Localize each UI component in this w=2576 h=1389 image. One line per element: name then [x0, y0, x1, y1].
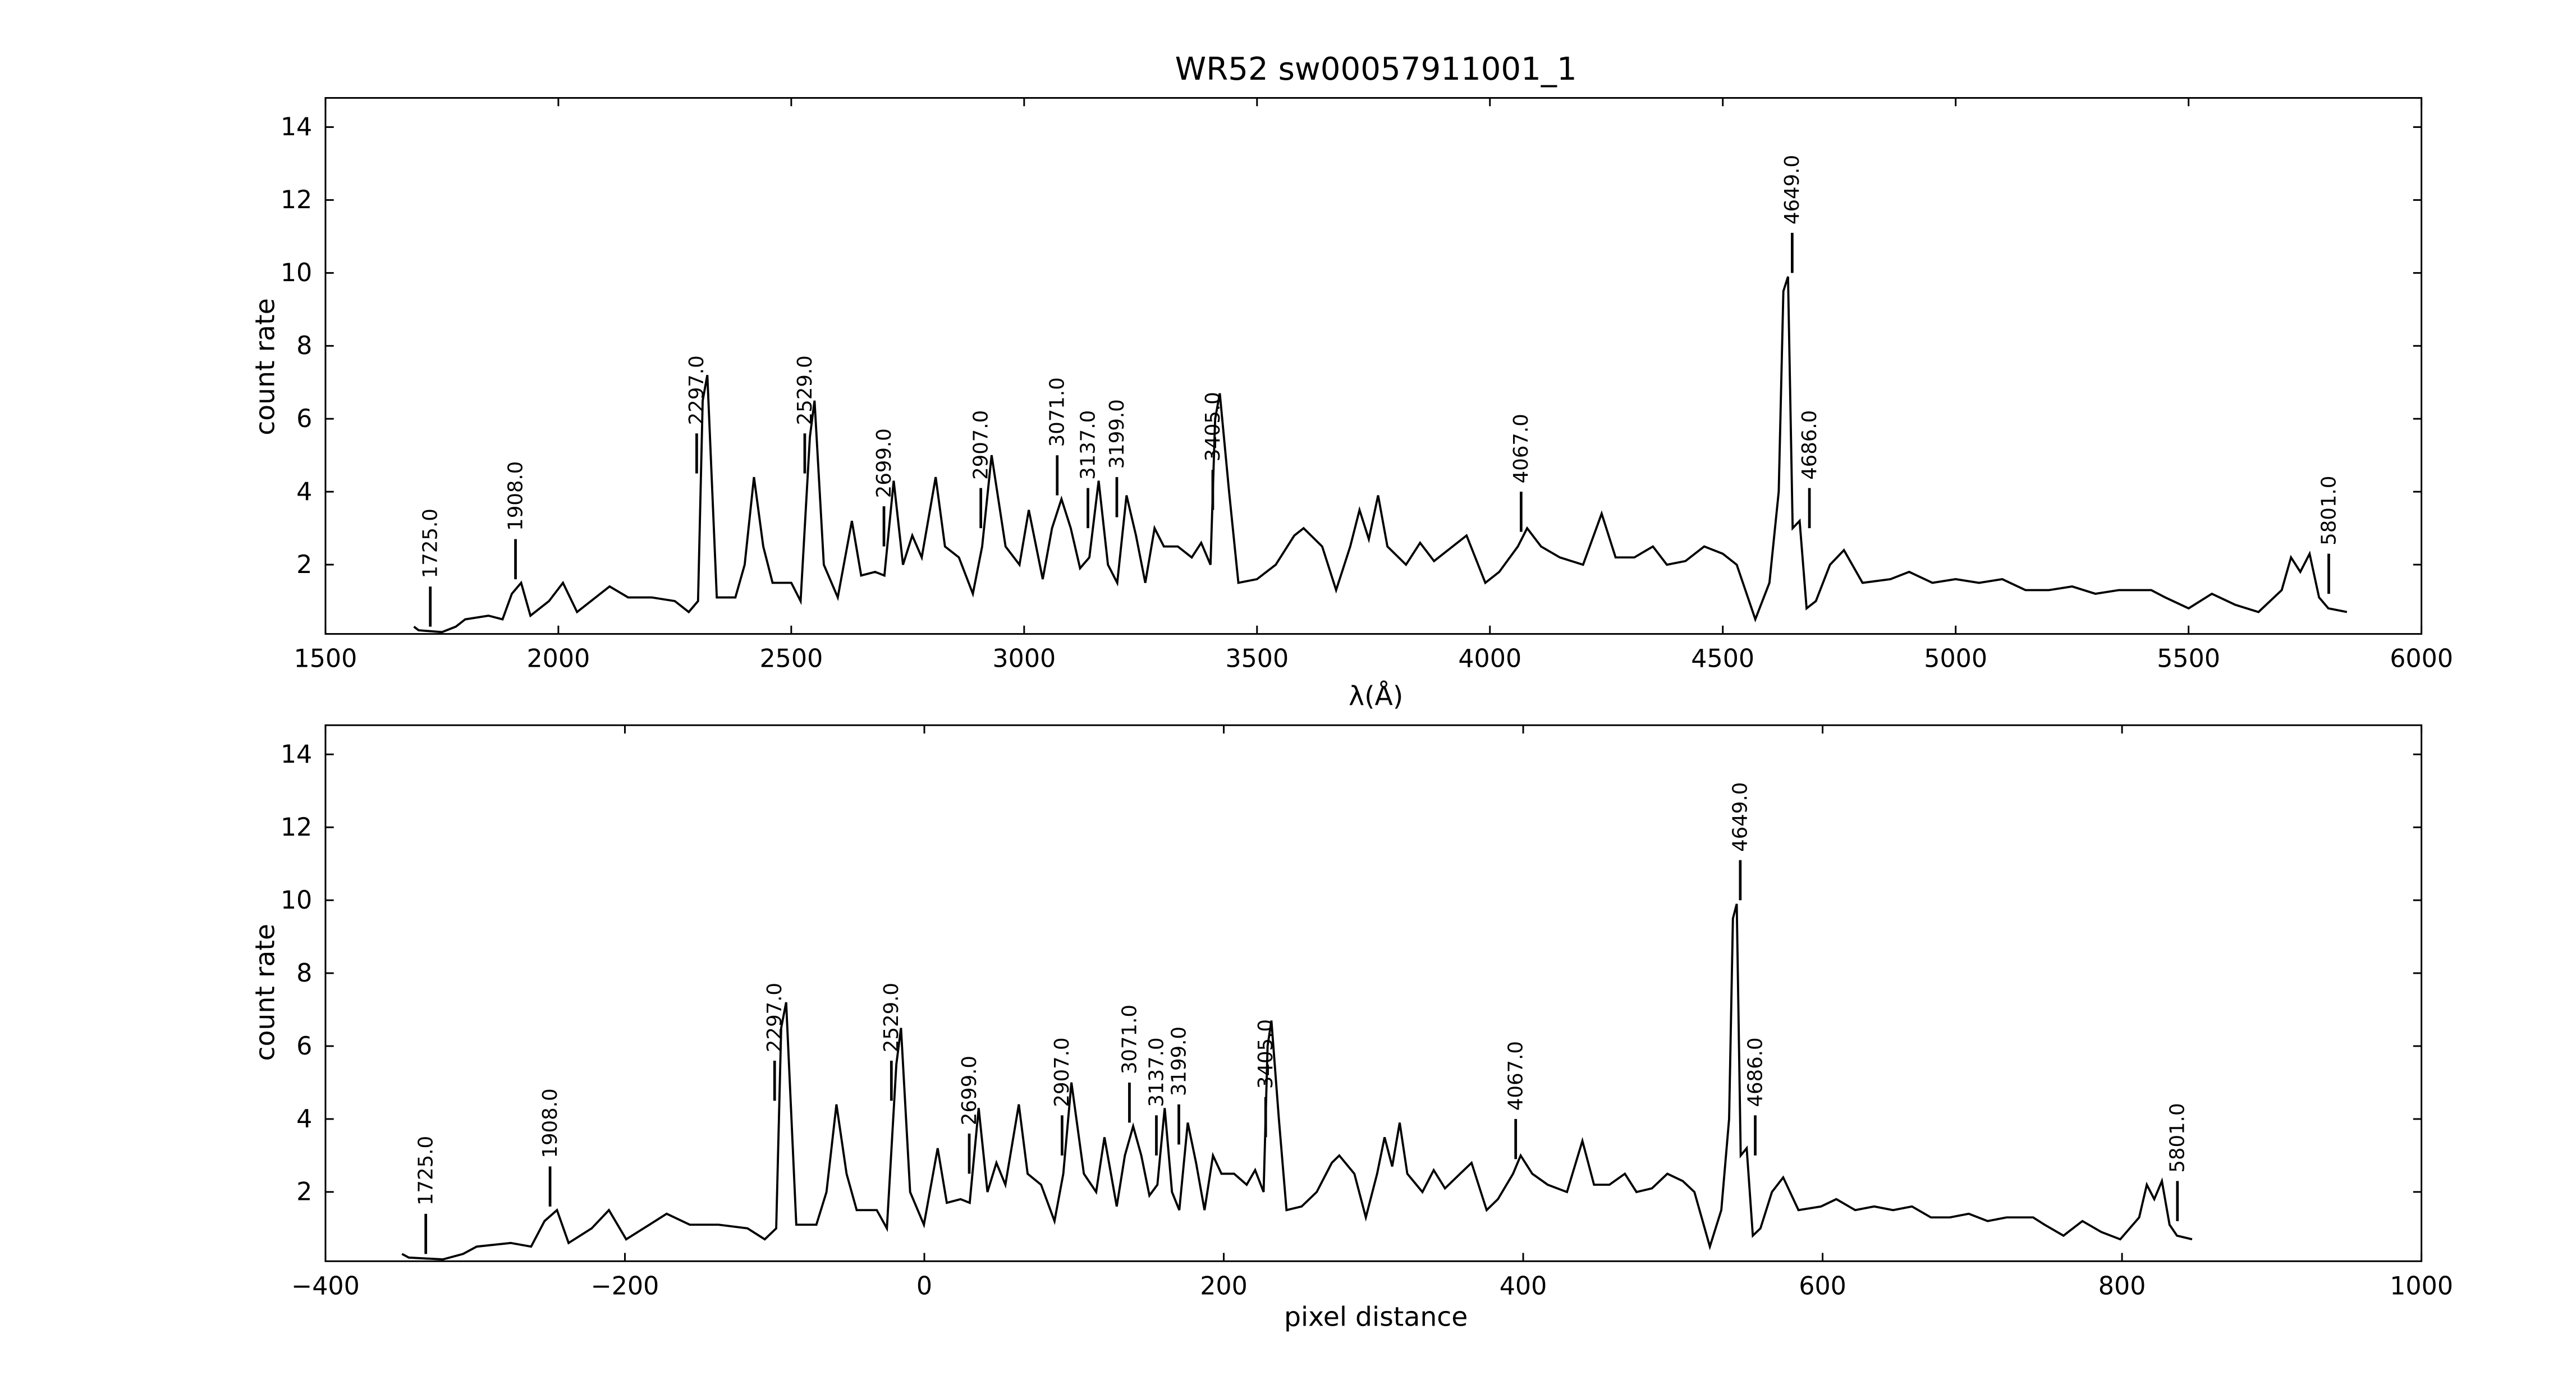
y-axis-label-bottom: count rate — [250, 924, 281, 1061]
y-tick-label: 12 — [281, 813, 312, 842]
line-label: 3405.0 — [1202, 392, 1225, 461]
line-label: 4686.0 — [1798, 410, 1821, 480]
line-label: 4649.0 — [1781, 155, 1804, 224]
line-label: 2529.0 — [880, 983, 903, 1052]
line-label: 2529.0 — [794, 355, 817, 425]
x-axis-label-bottom: pixel distance — [1284, 1302, 1468, 1333]
x-tick-label: 600 — [1799, 1272, 1846, 1300]
y-tick-label: 6 — [296, 405, 312, 433]
y-tick-label: 8 — [296, 959, 312, 988]
x-tick-label: 400 — [1500, 1272, 1547, 1300]
x-tick-label: 5000 — [1924, 645, 1987, 673]
x-tick-label: 2000 — [526, 645, 590, 673]
x-tick-label: −400 — [291, 1272, 360, 1300]
y-tick-label: 6 — [296, 1032, 312, 1061]
line-label: 5801.0 — [2317, 476, 2340, 545]
x-tick-label: 800 — [2098, 1272, 2146, 1300]
line-label: 1908.0 — [504, 461, 527, 531]
line-label: 1725.0 — [419, 508, 442, 578]
y-axis-label-top: count rate — [250, 298, 281, 436]
x-tick-label: 4500 — [1691, 645, 1754, 673]
wavelength-panel: 1500 2000 2500 3000 3500 4000 4500 5000 5500 6000… — [281, 97, 2453, 673]
line-label: 2699.0 — [873, 428, 896, 498]
line-label: 5801.0 — [2166, 1103, 2189, 1172]
line-label: 3137.0 — [1076, 410, 1099, 480]
y-tick-label: 14 — [281, 740, 312, 769]
x-axis-label-top: λ(Å) — [1349, 680, 1403, 712]
x-tick-label: 4000 — [1458, 645, 1521, 673]
x-tick-label: 5500 — [2157, 645, 2220, 673]
x-tick-label: 2500 — [759, 645, 823, 673]
y-tick-label: 10 — [281, 886, 312, 915]
line-label: 2297.0 — [763, 983, 786, 1052]
x-tick-label: 3000 — [992, 645, 1056, 673]
line-label: 4686.0 — [1744, 1038, 1767, 1107]
line-label: 3071.0 — [1118, 1005, 1141, 1074]
line-label: 3199.0 — [1167, 1026, 1190, 1096]
line-label: 4649.0 — [1729, 782, 1752, 852]
line-label: 2907.0 — [1051, 1038, 1074, 1107]
line-label: 3137.0 — [1145, 1038, 1168, 1107]
line-label: 3071.0 — [1046, 377, 1069, 447]
line-label: 3199.0 — [1106, 399, 1129, 469]
chart-title: WR52 sw00057911001_1 — [1175, 51, 1577, 88]
plot-frame — [324, 97, 2423, 635]
x-tick-label: 1500 — [294, 645, 357, 673]
y-tick-label: 4 — [296, 1105, 312, 1134]
line-label: 2297.0 — [685, 355, 708, 425]
y-tick-label: 8 — [296, 332, 312, 360]
x-tick-label: −200 — [591, 1272, 659, 1300]
x-tick-label: 1000 — [2390, 1272, 2453, 1300]
line-label: 2907.0 — [969, 410, 992, 480]
line-label: 3405.0 — [1254, 1019, 1277, 1089]
spectrum-line — [401, 904, 2193, 1260]
x-tick-label: 0 — [916, 1272, 932, 1300]
line-label: 2699.0 — [958, 1056, 981, 1125]
y-tick-label: 2 — [296, 1178, 312, 1207]
spectrum-line — [413, 276, 2348, 634]
y-tick-label: 14 — [281, 113, 312, 141]
y-tick-label: 10 — [281, 259, 312, 287]
pixel-panel: −400 −200 0 200 400 600 800 1000 2 4 6 8 10 12 14 1725.… — [281, 724, 2453, 1300]
y-tick-label: 12 — [281, 186, 312, 214]
x-tick-label: 200 — [1200, 1272, 1248, 1300]
x-tick-label: 6000 — [2390, 645, 2453, 673]
line-label: 4067.0 — [1505, 1041, 1528, 1111]
line-label: 4067.0 — [1510, 414, 1533, 483]
y-tick-label: 4 — [296, 478, 312, 506]
line-label: 1908.0 — [539, 1088, 562, 1158]
x-tick-label: 3500 — [1225, 645, 1289, 673]
line-label: 1725.0 — [415, 1136, 438, 1205]
y-tick-label: 2 — [296, 551, 312, 579]
plot-frame — [324, 724, 2423, 1262]
